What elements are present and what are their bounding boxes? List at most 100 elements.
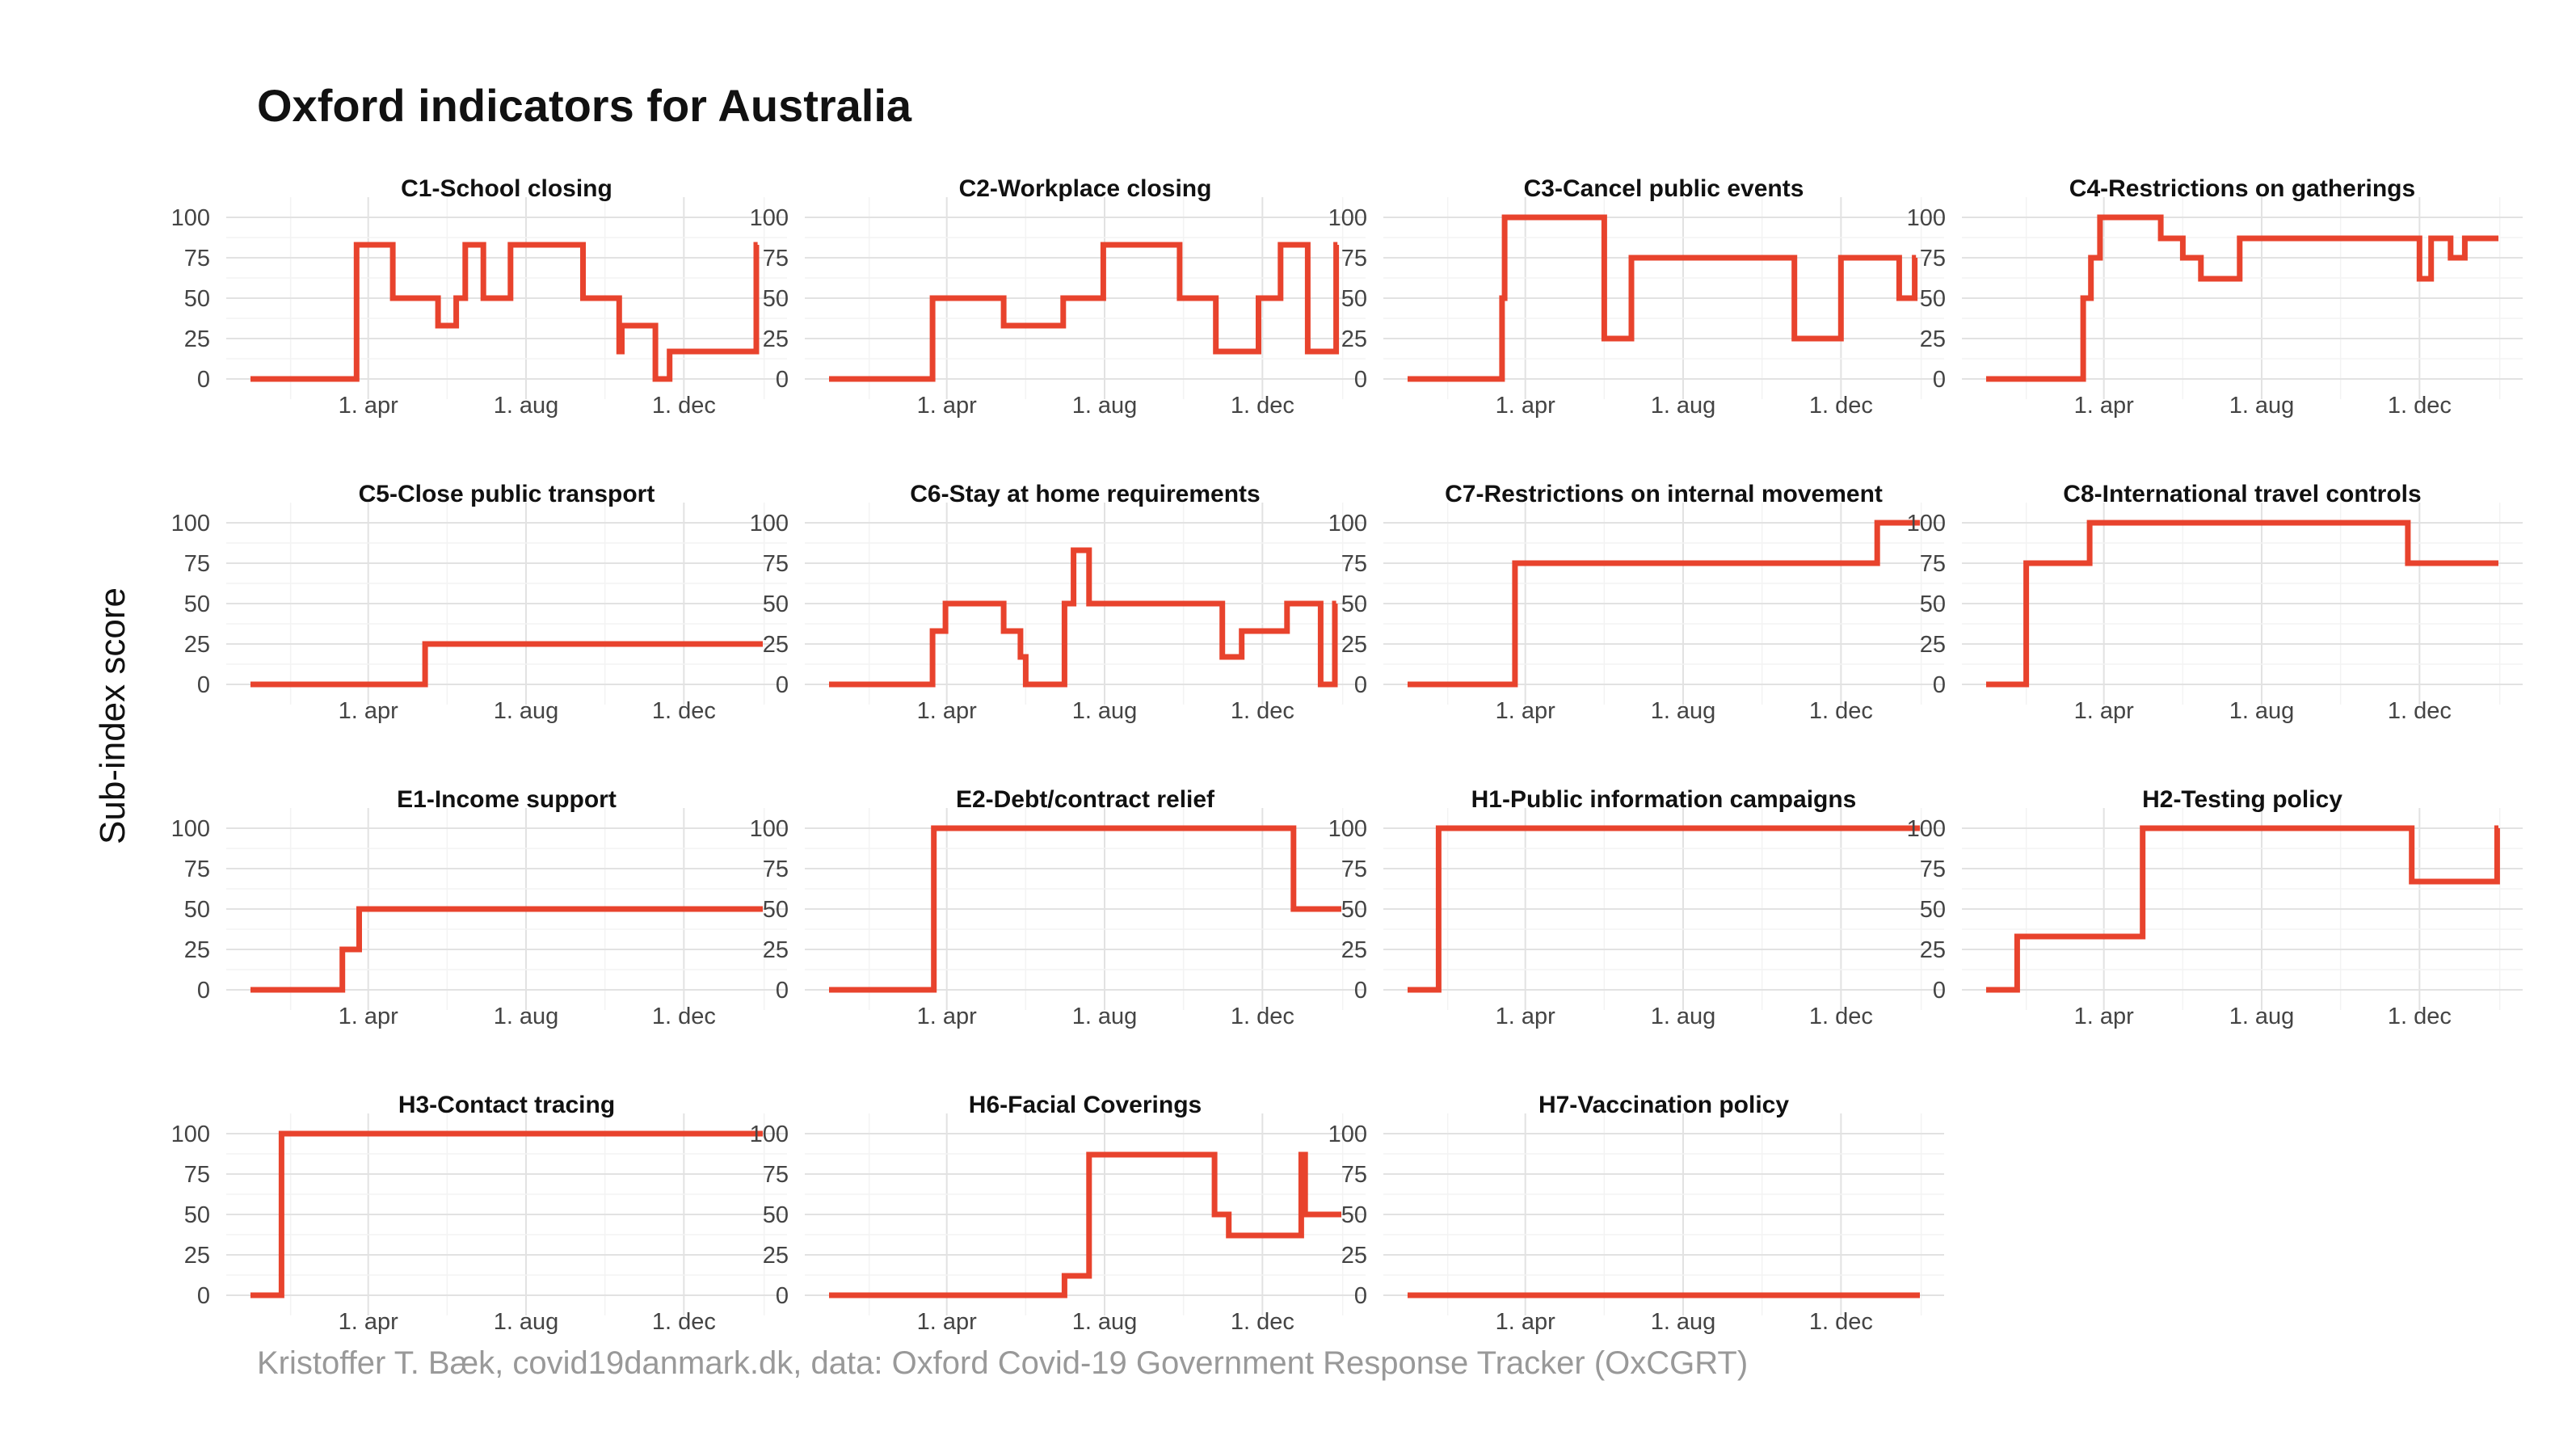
x-tick-label: 1. apr (1496, 1004, 1555, 1029)
y-tick-label: 50 (763, 591, 789, 617)
panel-title: C2-Workplace closing (959, 175, 1212, 202)
gridlines (1383, 197, 1944, 399)
panel-title: C6-Stay at home requirements (910, 481, 1260, 507)
y-tick-label: 75 (763, 551, 789, 577)
x-tick-label: 1. aug (1072, 393, 1138, 419)
y-tick-label: 100 (171, 816, 210, 842)
y-tick-label: 25 (184, 937, 210, 963)
y-tick-label: 0 (776, 1283, 789, 1309)
x-tick-label: 1. apr (2074, 1004, 2134, 1029)
y-tick-label: 75 (1341, 551, 1367, 577)
panel-title: H3-Contact tracing (398, 1092, 615, 1118)
x-tick-label: 1. apr (2074, 698, 2134, 724)
y-tick-label: 100 (1328, 205, 1367, 231)
x-tick-label: 1. apr (339, 1004, 398, 1029)
panel-h7-vaccination-policy: H7-Vaccination policy 0 25 50 75 100 1. apr 1. … (1328, 1092, 1944, 1335)
panel-c6-stay-at-home-requirements: C6-Stay at home requirements 0 25 50 75 100 1.… (750, 481, 1366, 724)
y-tick-label: 75 (1920, 856, 1946, 882)
x-tick-label: 1. aug (1651, 698, 1716, 724)
gridlines (1962, 503, 2523, 705)
y-tick-label: 100 (750, 205, 789, 231)
y-tick-label: 75 (763, 1162, 789, 1188)
x-tick-label: 1. dec (1809, 1309, 1873, 1335)
x-tick-label: 1. aug (1651, 1004, 1716, 1029)
y-tick-label: 50 (1341, 897, 1367, 923)
panel-e1-income-support: E1-Income support 0 25 50 75 100 1. apr 1. aug 1… (171, 786, 787, 1029)
panel-title: C5-Close public transport (359, 481, 655, 507)
y-tick-label: 25 (184, 1243, 210, 1269)
y-tick-label: 0 (776, 367, 789, 393)
panel-title: C1-School closing (401, 175, 612, 202)
y-tick-label: 25 (1920, 326, 1946, 352)
x-tick-label: 1. apr (917, 698, 977, 724)
gridlines (1962, 808, 2523, 1010)
x-tick-label: 1. dec (652, 1004, 716, 1029)
source-caption: Kristoffer T. Bæk, covid19danmark.dk, da… (257, 1345, 1749, 1381)
series-line (829, 242, 1340, 382)
x-tick-label: 1. aug (1651, 1309, 1716, 1335)
y-tick-label: 50 (763, 286, 789, 312)
x-tick-label: 1. apr (917, 1309, 977, 1335)
x-tick-label: 1. dec (652, 1309, 716, 1335)
x-tick-label: 1. aug (1651, 393, 1716, 419)
x-tick-label: 1. apr (917, 1004, 977, 1029)
y-tick-label: 75 (1341, 246, 1367, 271)
y-tick-label: 100 (1328, 816, 1367, 842)
x-tick-label: 1. aug (494, 698, 559, 724)
y-tick-label: 50 (1920, 897, 1946, 923)
panel-title: C7-Restrictions on internal movement (1445, 481, 1883, 507)
panel-h1-public-information-campaigns: H1-Public information campaigns 0 25 50 75 10… (1328, 786, 1944, 1029)
panel-c2-workplace-closing: C2-Workplace closing 0 25 50 75 100 1. apr 1. a… (750, 175, 1366, 419)
gridlines (226, 503, 787, 705)
y-tick-label: 75 (184, 1162, 210, 1188)
panel-title: H7-Vaccination policy (1538, 1092, 1789, 1118)
panel-c4-restrictions-on-gatherings: C4-Restrictions on gatherings 0 25 50 75 100 1… (1907, 175, 2523, 419)
y-tick-label: 75 (184, 551, 210, 577)
x-tick-label: 1. apr (2074, 393, 2134, 419)
panel-c5-close-public-transport: C5-Close public transport 0 25 50 75 100 1. ap… (171, 481, 787, 724)
y-tick-label: 100 (171, 205, 210, 231)
panel-c8-international-travel-controls: C8-International travel controls 0 25 50 75 1… (1907, 481, 2523, 724)
x-tick-label: 1. dec (652, 393, 716, 419)
y-tick-label: 100 (750, 1122, 789, 1147)
gridlines (1383, 808, 1944, 1010)
x-tick-label: 1. dec (1231, 393, 1294, 419)
y-tick-label: 75 (1341, 856, 1367, 882)
y-tick-label: 100 (750, 511, 789, 537)
y-tick-label: 50 (763, 897, 789, 923)
y-tick-label: 100 (171, 511, 210, 537)
series-line (250, 1130, 763, 1298)
series-line (250, 906, 763, 993)
y-tick-label: 50 (184, 591, 210, 617)
y-tick-label: 0 (197, 1283, 210, 1309)
y-tick-label: 0 (197, 672, 210, 698)
gridlines (1962, 197, 2523, 399)
y-tick-label: 0 (1354, 672, 1367, 698)
y-tick-label: 0 (776, 672, 789, 698)
y-tick-label: 25 (184, 326, 210, 352)
series-line (829, 825, 1341, 993)
x-tick-label: 1. dec (2388, 1004, 2452, 1029)
y-tick-label: 75 (1341, 1162, 1367, 1188)
y-tick-label: 75 (1920, 246, 1946, 271)
panel-title: C3-Cancel public events (1524, 175, 1804, 202)
y-tick-label: 0 (1354, 978, 1367, 1004)
series-line (250, 641, 763, 688)
x-tick-label: 1. dec (1809, 1004, 1873, 1029)
x-tick-label: 1. aug (1072, 1004, 1138, 1029)
y-tick-label: 50 (1341, 1202, 1367, 1228)
gridlines (1383, 1113, 1944, 1315)
y-tick-label: 75 (184, 856, 210, 882)
panel-c1-school-closing: C1-School closing 0 25 50 75 100 1. apr 1. aug 1… (171, 175, 787, 419)
x-tick-label: 1. dec (1231, 698, 1294, 724)
y-tick-label: 0 (197, 978, 210, 1004)
series-line (829, 547, 1338, 688)
y-tick-label: 100 (1328, 1122, 1367, 1147)
series-line (250, 242, 760, 382)
x-tick-label: 1. dec (1809, 393, 1873, 419)
y-tick-label: 25 (1341, 326, 1367, 352)
x-tick-label: 1. dec (1809, 698, 1873, 724)
panel-title: C8-International travel controls (2063, 481, 2421, 507)
y-tick-label: 100 (1907, 816, 1946, 842)
